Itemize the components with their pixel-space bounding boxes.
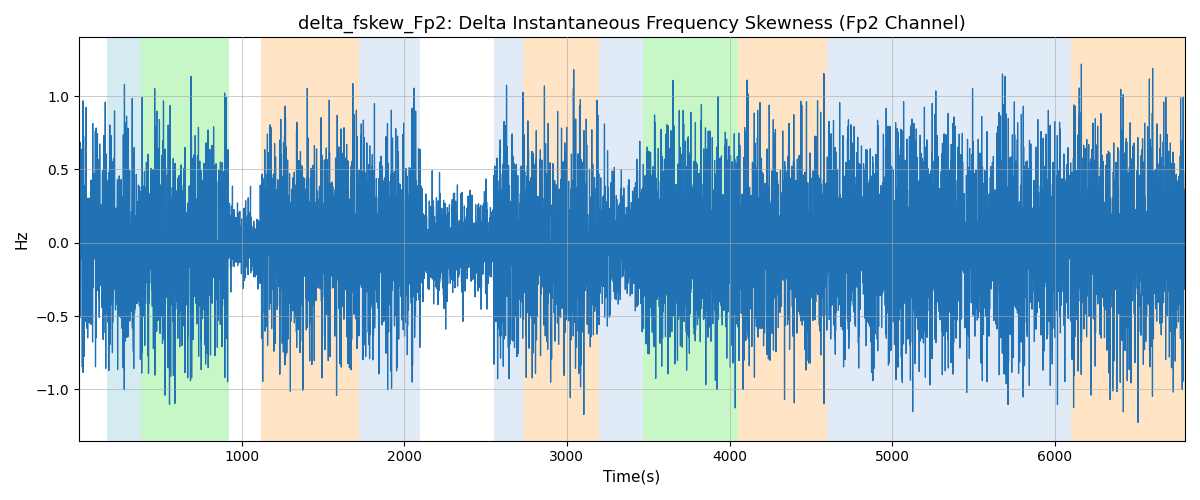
Bar (643, 38, 738, 440)
Bar (262, 38, 359, 440)
Bar (523, 38, 600, 440)
Bar (738, 38, 827, 440)
X-axis label: Time(s): Time(s) (604, 470, 660, 485)
Y-axis label: Hz: Hz (14, 230, 30, 249)
Bar (1072, 38, 1186, 440)
Bar (827, 38, 1072, 440)
Bar (359, 38, 420, 440)
Bar (140, 38, 228, 440)
Bar (600, 38, 643, 440)
Bar (107, 38, 140, 440)
Title: delta_fskew_Fp2: Delta Instantaneous Frequency Skewness (Fp2 Channel): delta_fskew_Fp2: Delta Instantaneous Fre… (298, 15, 966, 34)
Bar (493, 38, 523, 440)
